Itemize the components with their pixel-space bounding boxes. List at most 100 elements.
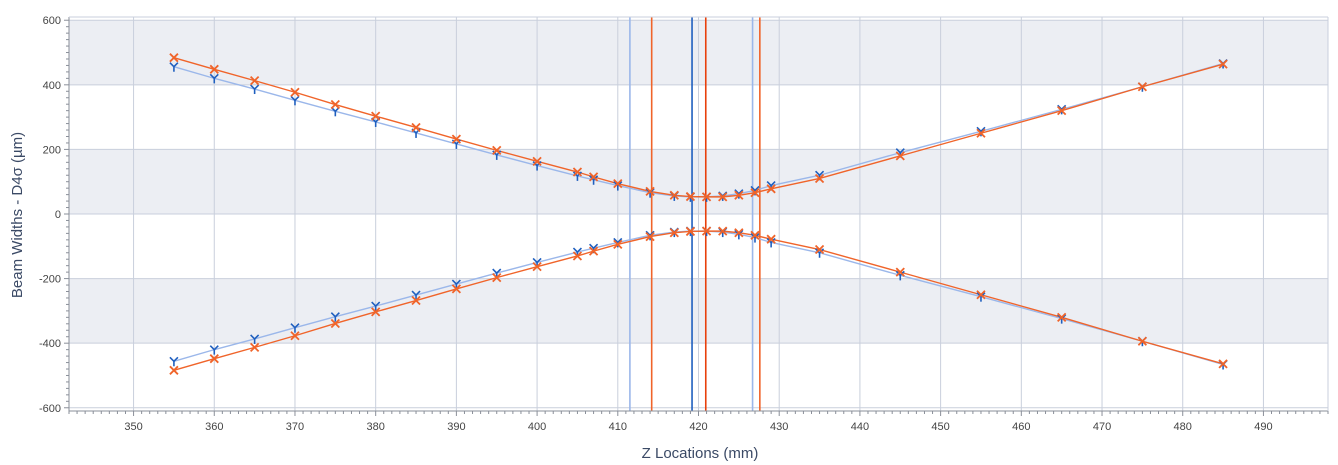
data-point <box>1057 312 1067 322</box>
marker-stroke <box>536 257 542 264</box>
data-point <box>1137 82 1148 92</box>
y-tick-label: -600 <box>39 403 61 415</box>
marker-stroke <box>645 231 655 242</box>
data-point <box>718 226 728 236</box>
marker-stroke <box>294 323 300 329</box>
x-tick-label: 490 <box>1254 421 1272 433</box>
marker-stroke <box>1137 82 1148 92</box>
data-point <box>411 295 421 306</box>
marker-stroke <box>169 365 179 375</box>
data-point <box>814 244 825 255</box>
data-point <box>572 251 583 261</box>
marker-stroke <box>589 243 595 249</box>
tick-labels: 350 360 370 380 390 400 410 420 430 440 450 460 470 4… <box>39 15 1273 433</box>
data-point <box>411 122 421 133</box>
marker-stroke <box>330 312 336 318</box>
data-point <box>588 246 599 256</box>
marker-stroke <box>254 84 260 90</box>
marker-stroke <box>750 188 760 198</box>
marker-stroke <box>754 185 760 191</box>
marker-stroke <box>532 156 542 166</box>
data-point <box>532 156 542 166</box>
marker-stroke <box>738 189 744 195</box>
marker-stroke <box>770 181 776 187</box>
marker-stroke <box>334 312 340 318</box>
marker-stroke <box>371 111 381 121</box>
marker-stroke <box>371 301 377 307</box>
x-axis-title: Z Locations (mm) <box>642 445 759 462</box>
data-point <box>701 226 712 236</box>
data-point <box>330 318 340 329</box>
marker-stroke <box>1218 59 1228 69</box>
data-point <box>169 62 179 72</box>
marker-stroke <box>734 189 740 195</box>
x-tick-label: 470 <box>1093 421 1111 433</box>
marker-stroke <box>290 331 300 341</box>
marker-stroke <box>976 128 986 138</box>
marker-stroke <box>685 191 696 202</box>
marker-stroke <box>330 318 340 329</box>
x-tick-label: 410 <box>609 421 627 433</box>
marker-stroke <box>411 290 417 296</box>
marker-stroke <box>572 251 583 261</box>
data-point <box>169 356 179 367</box>
data-point <box>613 179 623 189</box>
data-point <box>718 192 728 202</box>
y-tick-label: 0 <box>55 209 61 221</box>
series-markers <box>169 53 1228 375</box>
axes <box>64 16 1329 416</box>
data-point <box>669 190 679 200</box>
marker-stroke <box>254 334 260 340</box>
marker-stroke <box>209 73 215 79</box>
marker-stroke <box>701 226 712 236</box>
marker-stroke <box>213 345 219 351</box>
marker-stroke <box>1057 312 1067 322</box>
marker-stroke <box>593 243 599 249</box>
data-point <box>169 53 179 63</box>
marker-stroke <box>492 268 498 274</box>
marker-stroke <box>209 354 219 364</box>
marker-stroke <box>411 122 421 133</box>
marker-stroke <box>492 272 502 283</box>
marker-stroke <box>750 230 760 240</box>
x-tick-label: 400 <box>528 421 546 433</box>
marker-stroke <box>645 186 655 197</box>
marker-stroke <box>371 307 381 317</box>
marker-stroke <box>588 246 599 256</box>
marker-stroke <box>980 126 986 132</box>
data-point <box>290 95 300 106</box>
marker-stroke <box>173 62 179 68</box>
marker-stroke <box>169 356 175 362</box>
data-point <box>371 301 381 312</box>
x-tick-label: 430 <box>770 421 788 433</box>
x-tick-label: 440 <box>851 421 869 433</box>
marker-stroke <box>1057 106 1067 116</box>
y-tick-label: -400 <box>39 338 61 350</box>
marker-stroke <box>766 181 772 187</box>
marker-stroke <box>249 75 260 86</box>
marker-stroke <box>572 167 583 177</box>
marker-stroke <box>451 134 462 144</box>
data-point <box>701 192 712 202</box>
marker-stroke <box>976 290 986 300</box>
marker-stroke <box>818 170 825 176</box>
data-point <box>169 365 179 375</box>
marker-stroke <box>572 247 579 253</box>
marker-stroke <box>718 192 728 202</box>
data-point <box>492 145 502 156</box>
data-point <box>1137 336 1148 346</box>
marker-stroke <box>766 234 776 244</box>
marker-stroke <box>814 170 821 176</box>
x-tick-label: 450 <box>931 421 949 433</box>
marker-stroke <box>455 279 461 285</box>
marker-stroke <box>250 84 256 90</box>
marker-stroke <box>1137 336 1148 346</box>
data-point <box>645 186 655 197</box>
x-tick-label: 370 <box>286 421 304 433</box>
data-point <box>645 231 655 242</box>
waist-markers <box>629 17 761 411</box>
y-axis-title: Beam Widths - D4σ (µm) <box>9 132 26 298</box>
marker-stroke <box>613 237 619 243</box>
marker-stroke <box>649 230 655 236</box>
data-point <box>734 190 744 200</box>
